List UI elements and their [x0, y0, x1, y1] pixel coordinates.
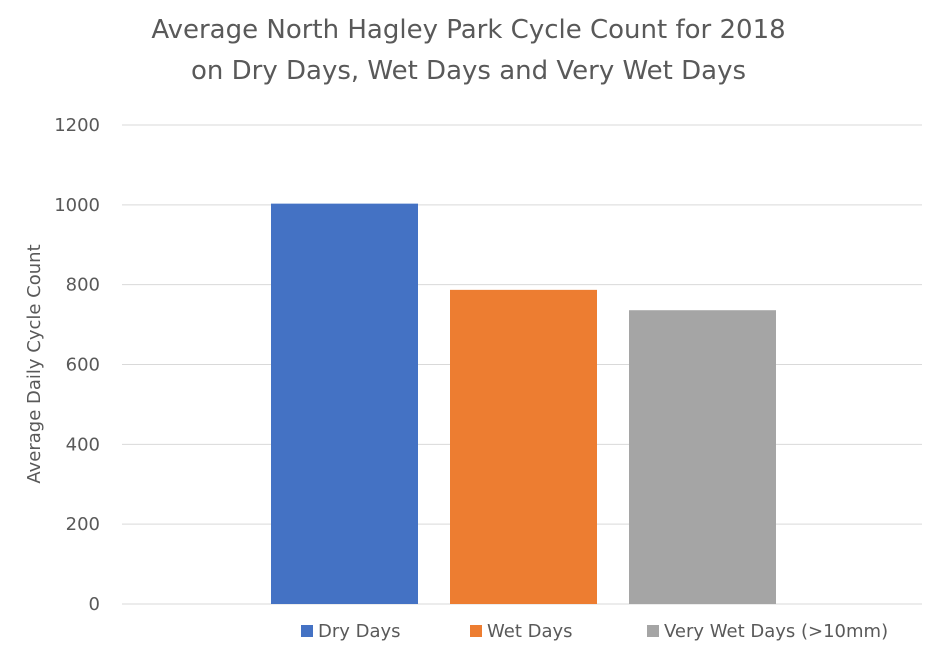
bar-very-wet-days-10mm — [629, 310, 776, 604]
y-tick-label: 1000 — [54, 195, 100, 216]
y-tick-label: 800 — [66, 275, 100, 296]
bars — [271, 203, 776, 604]
y-tick-label: 600 — [66, 355, 100, 376]
y-tick-label: 1200 — [54, 115, 100, 136]
legend-label: Wet Days — [487, 621, 573, 642]
chart-title-line-1: Average North Hagley Park Cycle Count fo… — [151, 15, 786, 45]
legend-swatch — [301, 625, 313, 637]
legend-swatch — [647, 625, 659, 637]
y-tick-label: 400 — [66, 434, 100, 455]
bar-dry-days — [271, 203, 418, 604]
chart-title: Average North Hagley Park Cycle Count fo… — [0, 10, 937, 92]
chart-title-line-2: on Dry Days, Wet Days and Very Wet Days — [190, 56, 747, 86]
y-axis-ticks: 0 200 400 600 800 1000 1200 — [54, 115, 100, 615]
legend-swatch — [470, 625, 482, 637]
legend-label: Dry Days — [318, 621, 401, 642]
bar-wet-days — [450, 289, 597, 604]
y-axis-label: Average Daily Cycle Count — [24, 244, 45, 483]
y-tick-label: 200 — [66, 514, 100, 535]
y-tick-label: 0 — [89, 594, 100, 615]
legend-label: Very Wet Days (>10mm) — [664, 621, 888, 642]
legend: Dry Days Wet Days Very Wet Days (>10mm) — [301, 621, 888, 642]
